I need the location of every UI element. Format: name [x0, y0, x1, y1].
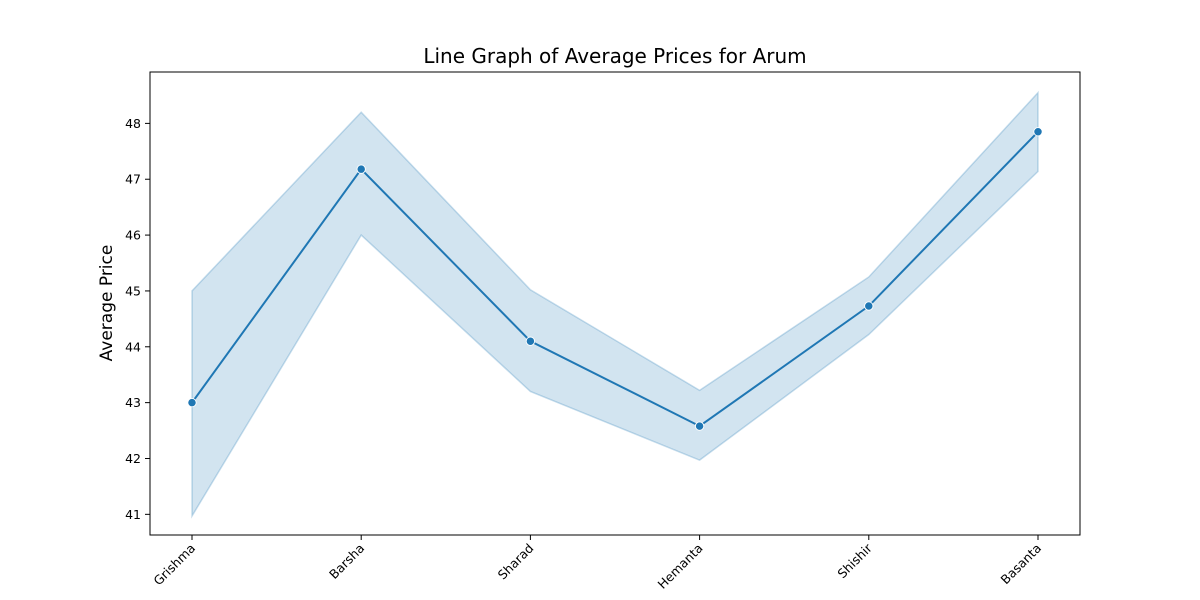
- confidence-band-layer: [191, 90, 1039, 519]
- chart-title: Line Graph of Average Prices for Arum: [423, 44, 806, 68]
- series-line: [191, 131, 1039, 428]
- y-tick-label: 42: [125, 451, 141, 466]
- y-tick-label: 46: [125, 228, 141, 243]
- y-tick-label: 48: [125, 116, 141, 131]
- x-tick-label: Grishma: [150, 541, 198, 589]
- data-point: [356, 164, 366, 174]
- y-tick-label: 41: [125, 507, 141, 522]
- x-tick-label: Sharad: [495, 541, 537, 583]
- data-point: [187, 397, 197, 408]
- x-tick-label: Barsha: [326, 541, 367, 582]
- y-tick-label: 45: [125, 283, 141, 298]
- y-axis: 41 42 43 44 45 46 47 48: [125, 116, 150, 522]
- x-axis: Grishma Barsha Sharad Hemanta Shishir Basanta: [150, 535, 1044, 592]
- data-point: [694, 421, 705, 431]
- y-tick-label: 43: [125, 395, 141, 410]
- y-tick-label: 44: [125, 339, 141, 354]
- x-tick-label: Hemanta: [655, 541, 706, 592]
- y-axis-label: Average Price: [97, 245, 117, 362]
- series-line-layer: [191, 131, 1039, 428]
- data-point: [864, 301, 874, 311]
- data-point: [1033, 127, 1043, 137]
- x-tick-label: Basanta: [998, 541, 1045, 588]
- confidence-band: [191, 90, 1039, 519]
- data-point-layer: [187, 127, 1043, 431]
- plot-frame: [149, 71, 1081, 536]
- data-point: [525, 336, 536, 346]
- x-tick-label: Shishir: [834, 540, 875, 581]
- y-tick-label: 47: [125, 172, 141, 187]
